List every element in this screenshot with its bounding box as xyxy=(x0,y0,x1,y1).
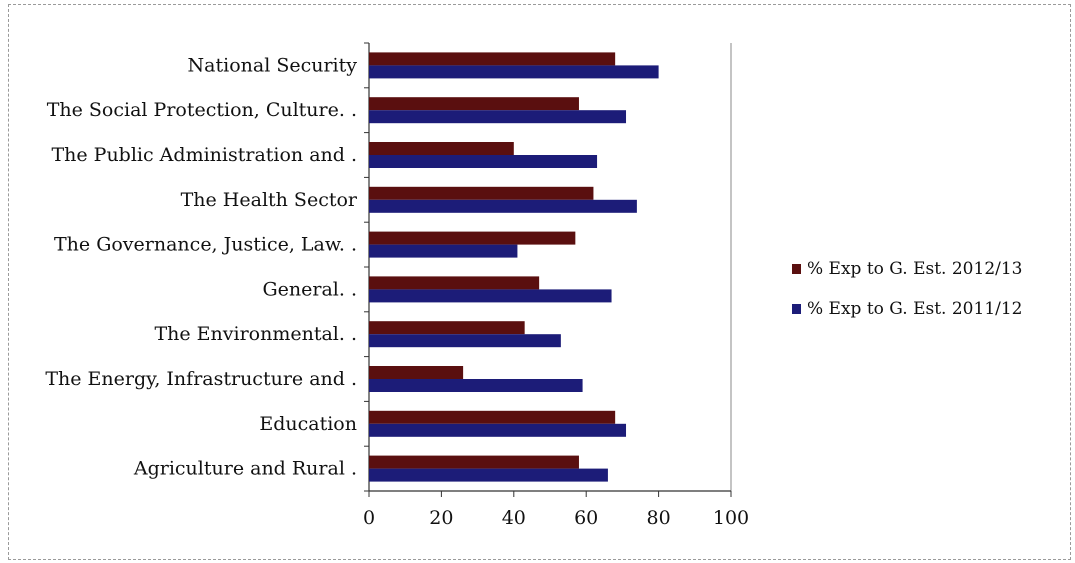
legend-swatch xyxy=(792,304,801,314)
bar-series-2011-12 xyxy=(369,379,583,392)
legend-label: % Exp to G. Est. 2011/12 xyxy=(807,299,1023,319)
category-label: General. . xyxy=(262,278,357,300)
x-tick-label: 40 xyxy=(502,507,526,529)
bar-chart: 0 20 40 60 80 100 National Security The Social … xyxy=(45,42,1023,529)
x-tick-label: 80 xyxy=(647,507,671,529)
bar-series-2012-13 xyxy=(369,276,540,290)
bar-series-2011-12 xyxy=(369,199,637,213)
category-label: Agriculture and Rural . xyxy=(133,458,357,480)
bar-series-2011-12 xyxy=(369,334,561,348)
bar-series-2011-12 xyxy=(369,110,627,124)
x-tick-label: 100 xyxy=(713,507,749,529)
x-tick-label: 0 xyxy=(363,507,375,529)
legend-swatch xyxy=(792,264,801,274)
bar-series-2011-12 xyxy=(369,65,659,79)
bar-series-2012-13 xyxy=(369,455,579,469)
category-label: The Social Protection, Culture. . xyxy=(47,99,357,121)
chart-frame: 0 20 40 60 80 100 National Security The Social … xyxy=(8,4,1071,560)
bar-series-2011-12 xyxy=(369,423,627,437)
category-label: National Security xyxy=(188,54,358,76)
bar-series-2012-13 xyxy=(369,97,579,111)
bar-series-2012-13 xyxy=(369,231,576,245)
bar-series-2012-13 xyxy=(369,321,525,335)
category-label: The Governance, Justice, Law. . xyxy=(54,234,357,256)
bar-series-2011-12 xyxy=(369,289,612,303)
bar-series-2011-12 xyxy=(369,244,518,258)
bar-series-2011-12 xyxy=(369,155,598,168)
bar-series-2012-13 xyxy=(369,52,616,66)
category-label: The Environmental. . xyxy=(154,323,357,345)
x-tick-label: 20 xyxy=(429,507,453,529)
bar-series-2011-12 xyxy=(369,468,608,482)
bar-series-2012-13 xyxy=(369,410,616,424)
category-label: Education xyxy=(259,413,357,435)
category-label: The Energy, Infrastructure and . xyxy=(45,368,357,390)
bar-series-2012-13 xyxy=(369,142,514,155)
bar-series-2012-13 xyxy=(369,366,464,379)
legend-label: % Exp to G. Est. 2012/13 xyxy=(807,259,1023,279)
category-label: The Public Administration and . xyxy=(51,144,357,166)
category-label: The Health Sector xyxy=(181,189,358,211)
bar-series-2012-13 xyxy=(369,186,594,200)
x-tick-label: 60 xyxy=(574,507,598,529)
